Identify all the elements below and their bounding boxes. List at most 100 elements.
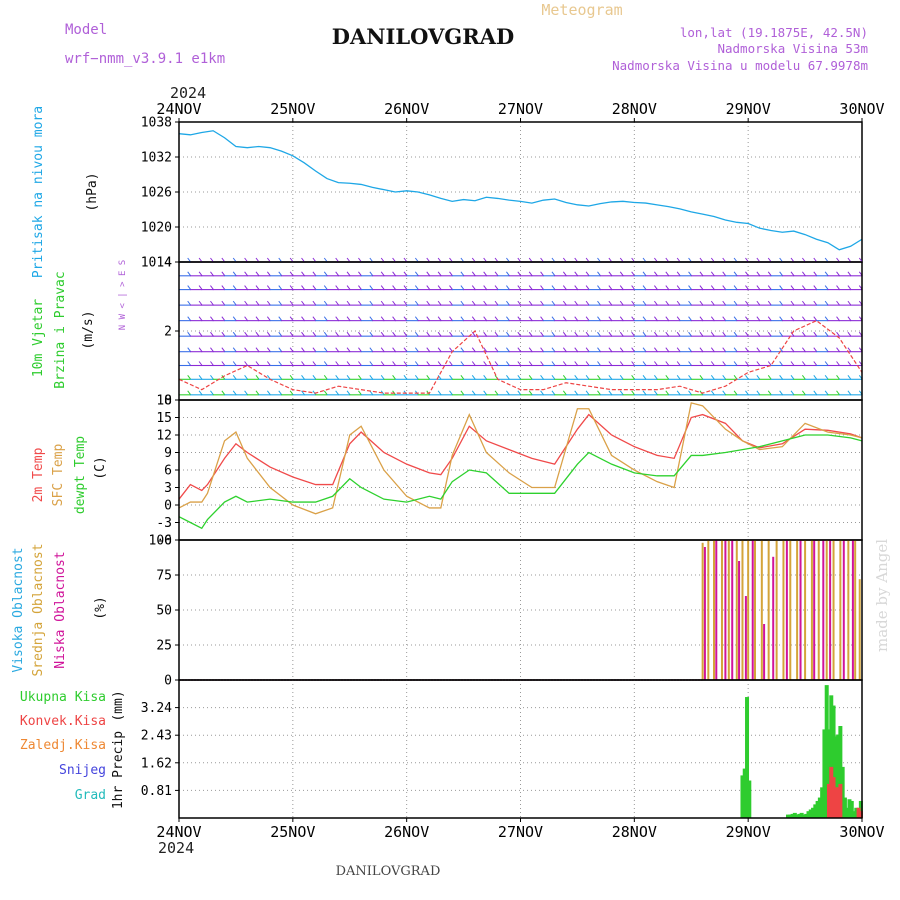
wind-barb-feather xyxy=(699,374,704,380)
wind-barb-feather xyxy=(562,316,567,321)
precip-ytick-label: 1.62 xyxy=(141,756,172,771)
wind-barb-feather xyxy=(665,374,670,380)
wind-barb-feather xyxy=(244,300,249,306)
wind-barb-feather xyxy=(494,347,499,353)
wind-barb-feather xyxy=(574,331,579,337)
wind-barb-feather xyxy=(289,361,294,366)
wind-barb-feather xyxy=(369,300,374,306)
wind-barb-feather xyxy=(551,331,556,337)
x-tick-label-top: 28NOV xyxy=(612,100,657,118)
wind-barb-feather xyxy=(847,390,852,396)
wind-barb-feather xyxy=(847,285,852,290)
wind-barb-feather xyxy=(323,374,328,380)
wind-barb-feather xyxy=(437,285,442,290)
cloud-ytick-label: 0 xyxy=(164,674,172,689)
wind-barb-feather xyxy=(585,347,590,353)
wind-barb-feather xyxy=(813,374,818,380)
wind-barb-feather xyxy=(232,390,237,396)
wind-barb-feather xyxy=(619,347,624,353)
wind-barb-feather xyxy=(562,374,567,380)
pressure-ytick-label: 1038 xyxy=(141,116,172,131)
wind-barb-feather xyxy=(710,390,715,396)
wind-barb-feather xyxy=(767,285,772,290)
wind-barb-feather xyxy=(187,271,192,277)
wind-barb-feather xyxy=(198,361,203,366)
wind-barb-feather xyxy=(346,271,351,277)
wind-barb-feather xyxy=(676,285,681,290)
wind-barb-feather xyxy=(813,347,818,353)
wind-barb-feather xyxy=(767,316,772,321)
wind-barb-feather xyxy=(221,331,226,337)
wind-barb-feather xyxy=(676,316,681,321)
wind-barb-feather xyxy=(551,390,556,396)
wind-barb-feather xyxy=(847,271,852,277)
wind-barb-feather xyxy=(540,271,544,277)
wind-barb-feather xyxy=(323,361,328,366)
wind-barb-feather xyxy=(289,316,294,321)
wind-barb-feather xyxy=(494,390,499,396)
wind-barb-feather xyxy=(836,271,840,277)
cloud-bar xyxy=(847,540,850,680)
wind-barb-feather xyxy=(335,347,340,353)
wind-barb-feather xyxy=(380,361,385,366)
wind-barb-feather xyxy=(471,271,476,277)
wind-barb-feather xyxy=(221,347,226,353)
precip-bar xyxy=(817,797,822,818)
wind-barb-feather xyxy=(813,285,818,290)
wind-barb-feather xyxy=(414,271,419,277)
wind-barb-feather xyxy=(323,331,328,337)
wind-barb-feather xyxy=(745,300,749,306)
model-altitude-label: Nadmorska Visina u modelu 67.9978m xyxy=(612,58,868,73)
wind-barb-feather xyxy=(232,271,237,277)
wind-barb-feather xyxy=(745,316,749,321)
wind-barb-feather xyxy=(426,374,431,380)
wind-barb-feather xyxy=(517,347,522,353)
wind-barb-feather xyxy=(517,390,522,396)
wind-barb-feather xyxy=(608,316,613,321)
wind-barb-feather xyxy=(654,316,658,321)
wind-barb-feather xyxy=(745,347,749,353)
wind-barb-feather xyxy=(358,390,362,396)
cloud-bar xyxy=(851,540,854,680)
wind-barb-feather xyxy=(392,374,396,380)
wind-barb-feather xyxy=(244,271,249,277)
wind-barb-feather xyxy=(528,271,533,277)
wind-barb-feather xyxy=(801,374,806,380)
pressure-ytick-label: 1020 xyxy=(141,221,172,236)
wind-barb-feather xyxy=(585,374,590,380)
wind-barb-feather xyxy=(642,347,647,353)
wind-barb-feather xyxy=(688,347,692,353)
wind-barb-feather xyxy=(278,390,283,396)
x-tick-label-bottom: 26NOV xyxy=(384,823,429,841)
wind-barb-feather xyxy=(460,347,465,353)
wind-barb-feather xyxy=(710,374,715,380)
precip-bar xyxy=(842,797,847,818)
model-name: wrf−nmm_v3.9.1 e1km xyxy=(65,51,225,67)
wind-barb-feather xyxy=(676,347,681,353)
wind-barb-feather xyxy=(847,300,852,306)
wind-barb-feather xyxy=(426,316,431,321)
wind-barb-feather xyxy=(346,361,351,366)
wind-barb-feather xyxy=(244,361,249,366)
pressure-label: Pritisak na nivou mora xyxy=(31,106,46,278)
wind-barb-feather xyxy=(528,374,533,380)
wind-barb-feather xyxy=(323,285,328,290)
wind-barb-feather xyxy=(790,285,795,290)
precip-bar xyxy=(826,729,831,818)
wind-barb-feather xyxy=(517,271,522,277)
wind-barb-feather xyxy=(665,347,670,353)
wind-ytick-label: 0 xyxy=(164,394,172,409)
cloud-bar xyxy=(829,540,832,680)
wind-barb-feather xyxy=(232,331,237,337)
wind-barb-feather xyxy=(210,316,214,321)
precip-bar xyxy=(836,787,841,818)
wind-barb-feather xyxy=(221,271,226,277)
wind-barb-feather xyxy=(289,271,294,277)
precip-bar xyxy=(788,814,793,818)
wind-barb-feather xyxy=(665,390,670,396)
wind-barb-feather xyxy=(232,361,237,366)
wind-barb-feather xyxy=(722,300,727,306)
precip-bar xyxy=(801,814,806,818)
wind-barb-feather xyxy=(779,285,784,290)
precip-bar xyxy=(833,736,838,818)
